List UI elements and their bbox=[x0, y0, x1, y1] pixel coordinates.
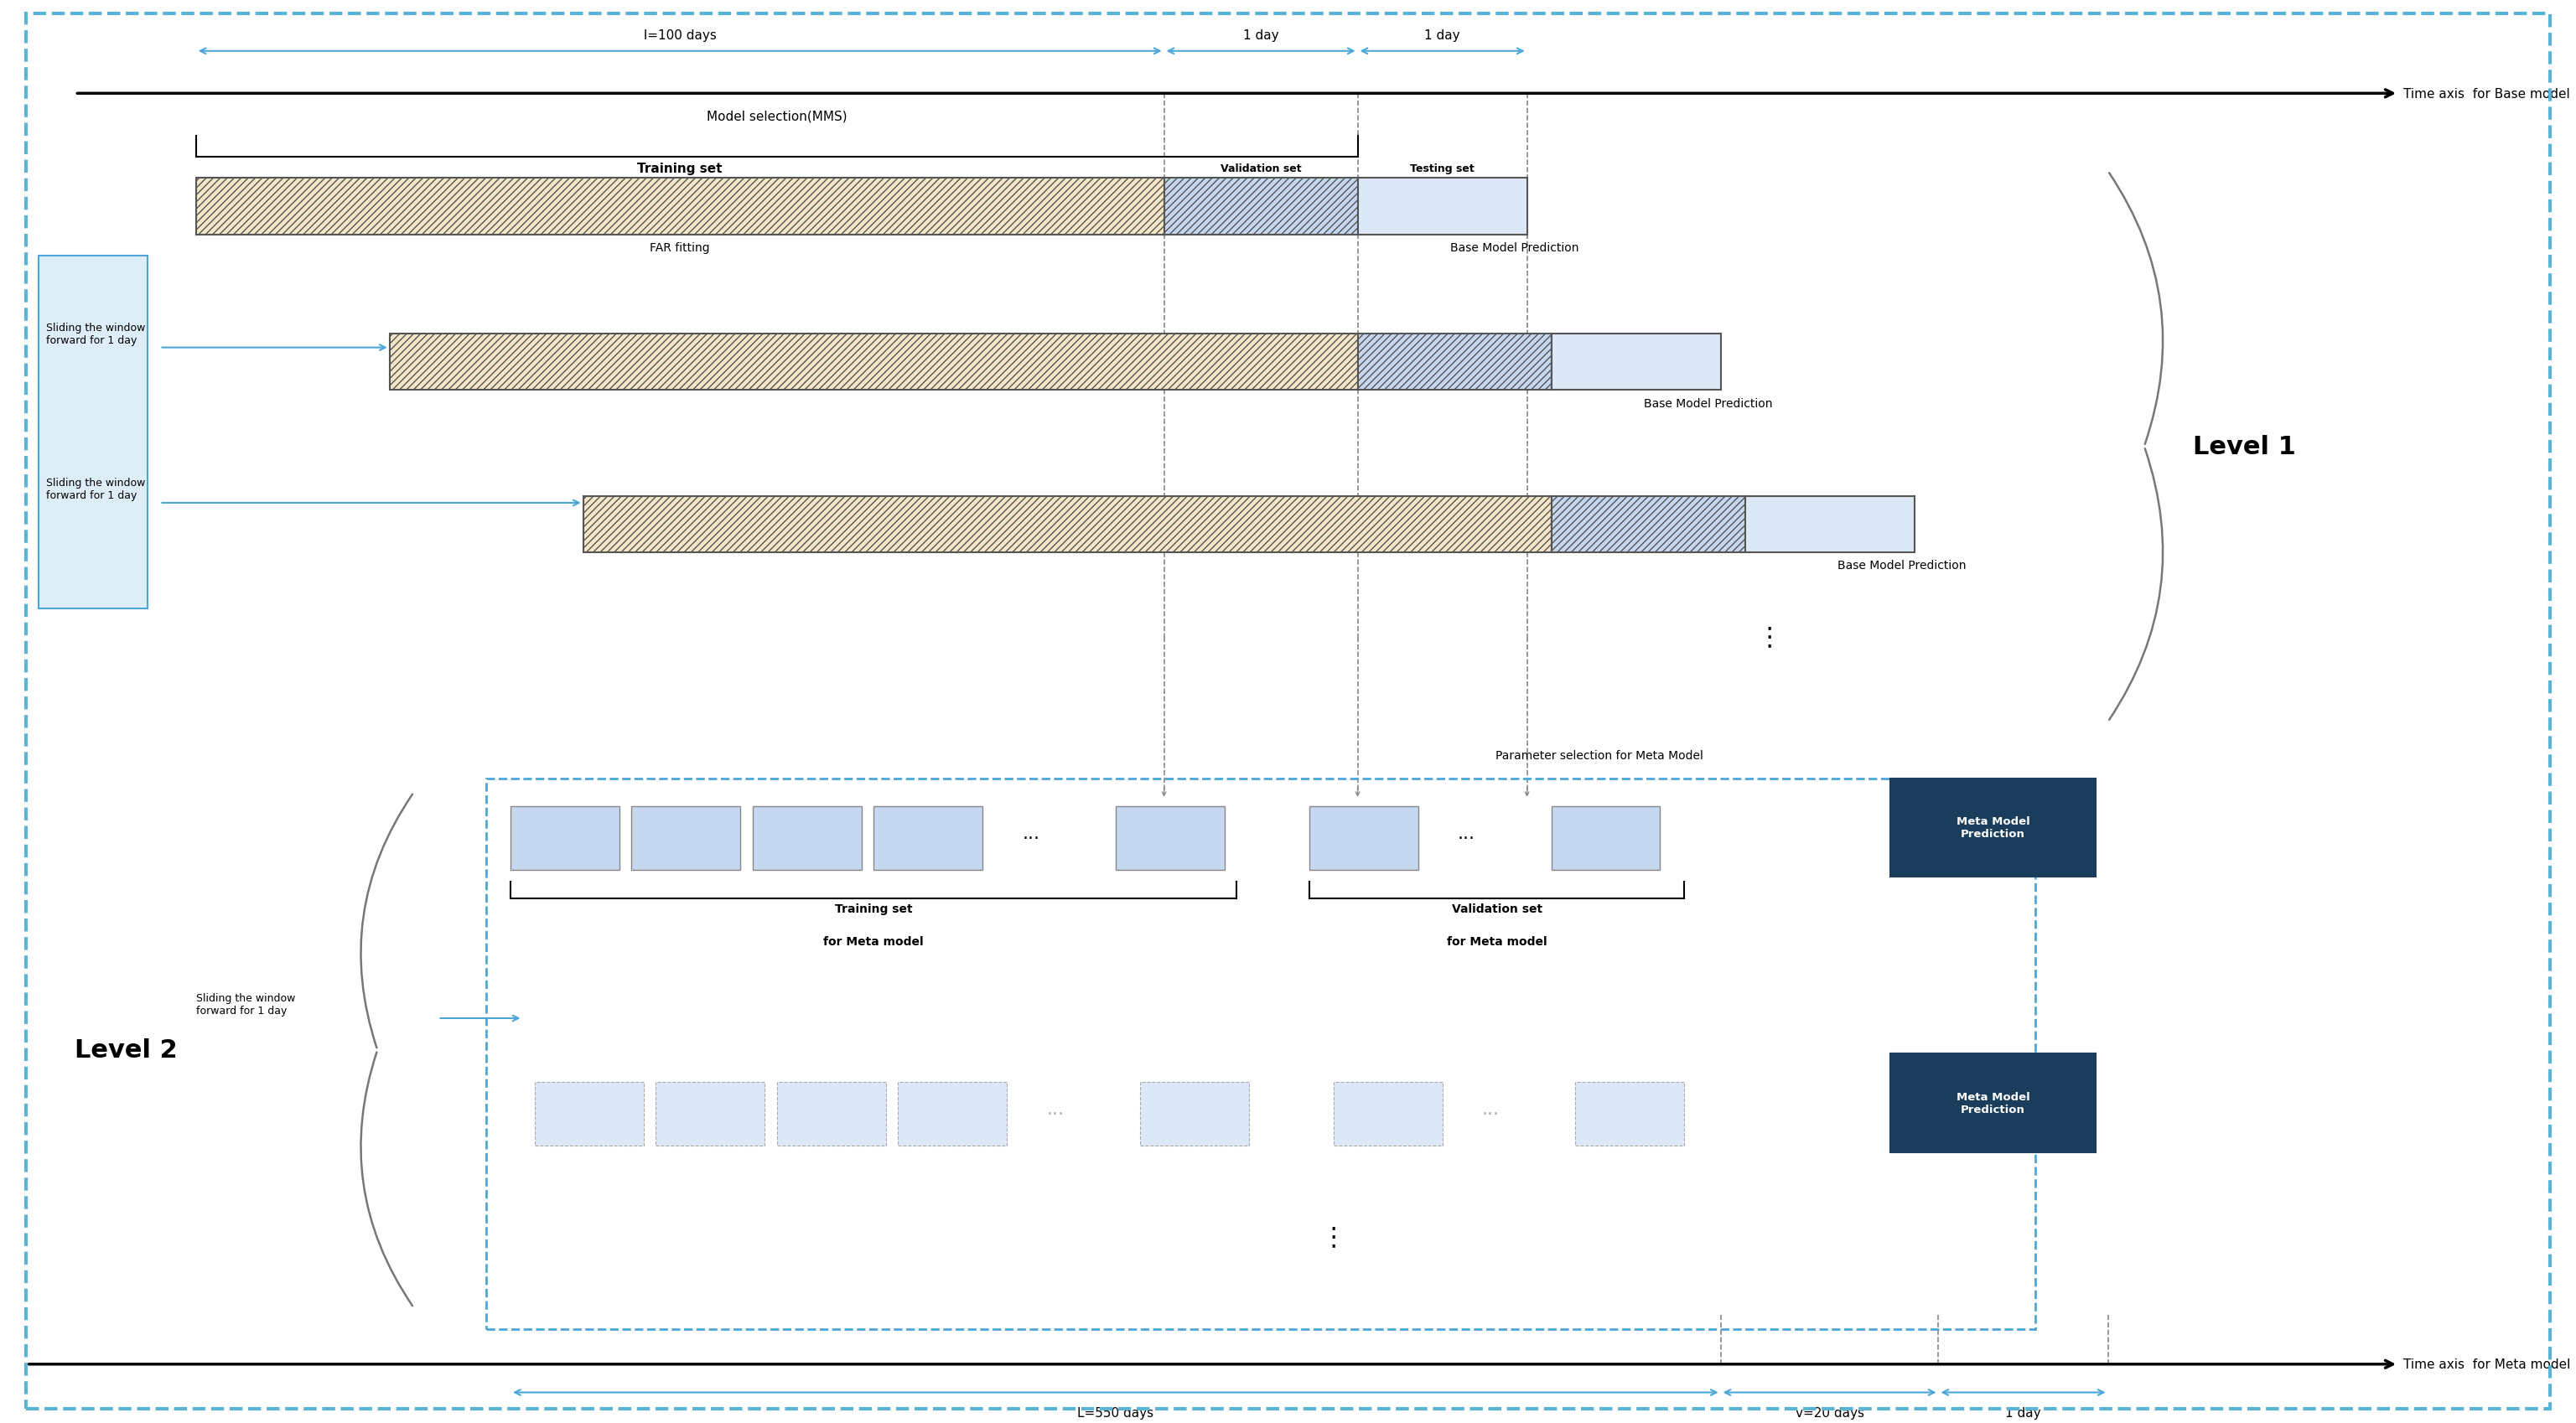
Bar bbox=[1551, 807, 1659, 871]
Text: Time axis  for Base model: Time axis for Base model bbox=[2403, 88, 2571, 101]
Bar bbox=[631, 807, 739, 871]
Text: 1 day: 1 day bbox=[1425, 30, 1461, 41]
Bar bbox=[1139, 1081, 1249, 1146]
Text: Testing set: Testing set bbox=[1409, 164, 1473, 174]
Bar bbox=[1358, 334, 1551, 390]
Text: 1 day: 1 day bbox=[2004, 1406, 2040, 1419]
Bar bbox=[752, 807, 860, 871]
Text: Level 2: Level 2 bbox=[75, 1037, 178, 1063]
Bar bbox=[510, 807, 618, 871]
Text: L=550 days: L=550 days bbox=[1077, 1406, 1154, 1419]
Bar bbox=[1309, 807, 1419, 871]
Text: Sliding the window
forward for 1 day: Sliding the window forward for 1 day bbox=[46, 478, 144, 501]
Text: Meta Model
Prediction: Meta Model Prediction bbox=[1955, 1091, 2030, 1114]
Bar bbox=[873, 807, 981, 871]
Text: l=100 days: l=100 days bbox=[644, 30, 716, 41]
Text: Training set: Training set bbox=[636, 162, 721, 175]
Text: 1 day: 1 day bbox=[1244, 30, 1278, 41]
Bar bbox=[1577, 1081, 1685, 1146]
Bar bbox=[657, 1081, 765, 1146]
Text: Sliding the window
forward for 1 day: Sliding the window forward for 1 day bbox=[196, 993, 296, 1016]
Text: ⋮: ⋮ bbox=[1321, 1225, 1347, 1249]
Text: Meta Model
Prediction: Meta Model Prediction bbox=[1955, 817, 2030, 840]
Bar bbox=[1164, 179, 1358, 235]
Bar bbox=[389, 334, 1358, 390]
Bar bbox=[39, 256, 147, 609]
Text: FAR fitting: FAR fitting bbox=[649, 242, 711, 253]
Text: Level 1: Level 1 bbox=[2192, 435, 2295, 460]
Text: Sliding the window
forward for 1 day: Sliding the window forward for 1 day bbox=[46, 322, 144, 346]
Bar bbox=[1358, 179, 1528, 235]
Bar bbox=[1334, 1081, 1443, 1146]
Bar bbox=[196, 179, 1164, 235]
Bar bbox=[1891, 778, 2097, 878]
Bar bbox=[1551, 334, 1721, 390]
Text: Validation set: Validation set bbox=[1450, 902, 1543, 915]
Text: Base Model Prediction: Base Model Prediction bbox=[1837, 559, 1965, 572]
Bar bbox=[1744, 497, 1914, 552]
Text: ⋮: ⋮ bbox=[1757, 625, 1783, 649]
Bar bbox=[1551, 497, 1744, 552]
Text: Validation set: Validation set bbox=[1221, 164, 1301, 174]
Text: Parameter selection for Meta Model: Parameter selection for Meta Model bbox=[1497, 750, 1703, 761]
Text: ···: ··· bbox=[1023, 830, 1041, 847]
Text: Base Model Prediction: Base Model Prediction bbox=[1450, 242, 1579, 253]
Text: Model selection(MMS): Model selection(MMS) bbox=[706, 110, 848, 122]
Text: ···: ··· bbox=[1481, 1106, 1499, 1123]
Text: v=20 days: v=20 days bbox=[1795, 1406, 1865, 1419]
Bar bbox=[536, 1081, 644, 1146]
Bar bbox=[778, 1081, 886, 1146]
Text: for Meta model: for Meta model bbox=[824, 935, 925, 946]
Bar bbox=[899, 1081, 1007, 1146]
Text: Base Model Prediction: Base Model Prediction bbox=[1643, 397, 1772, 410]
Text: Time axis  for Meta model: Time axis for Meta model bbox=[2403, 1358, 2571, 1370]
Bar bbox=[487, 778, 2035, 1329]
Text: ···: ··· bbox=[1046, 1106, 1064, 1123]
Bar bbox=[1115, 807, 1224, 871]
Bar bbox=[1891, 1053, 2097, 1153]
Text: for Meta model: for Meta model bbox=[1448, 935, 1548, 946]
Text: ···: ··· bbox=[1458, 830, 1476, 847]
Bar bbox=[582, 497, 1551, 552]
Text: Training set: Training set bbox=[835, 902, 912, 915]
